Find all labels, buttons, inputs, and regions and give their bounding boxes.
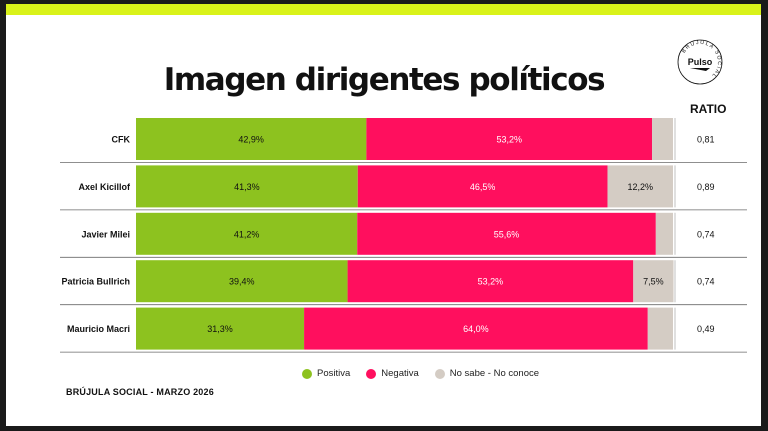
bar-segment-positiva: [136, 260, 348, 303]
chart-legend: Positiva Negativa No sabe - No conoce: [302, 368, 539, 379]
category-label: Mauricio Macri: [67, 324, 130, 334]
bar-segment-nosabe: [633, 260, 674, 303]
bar-segment-positiva: [136, 165, 358, 208]
ratio-value: 0,89: [697, 182, 715, 192]
pulso-logo: BRÚJULA SOCIAL Pulso: [676, 38, 724, 86]
bar-data-label: 55,6%: [494, 229, 520, 239]
category-label: Axel Kicillof: [78, 182, 131, 192]
ratio-value: 0,74: [697, 277, 715, 287]
category-label: Javier Milei: [81, 229, 130, 239]
bar-segment-negativa: [304, 307, 648, 350]
chart-title: Imagen dirigentes políticos: [163, 62, 606, 98]
legend-label-negativa: Negativa: [381, 368, 419, 379]
legend-swatch-nosabe: [434, 368, 445, 379]
category-label: CFK: [112, 135, 131, 145]
bar-data-label: 42,9%: [238, 135, 264, 145]
ratio-value: 0,81: [697, 135, 715, 145]
ratio-column-header: RATIO: [690, 102, 727, 116]
bar-data-label: 39,4%: [229, 277, 255, 287]
bar-data-label: 64,0%: [463, 324, 489, 334]
bar-segment-positiva: [136, 118, 367, 160]
legend-label-positiva: Positiva: [317, 368, 351, 379]
bar-segment-positiva: [136, 307, 305, 350]
bar-data-label: 41,3%: [234, 182, 260, 192]
legend-swatch-positiva: [302, 368, 312, 379]
bar-data-label: 41,2%: [234, 229, 260, 239]
bar-segment-nosabe: [655, 212, 673, 255]
bar-segment-positiva: [136, 212, 358, 255]
category-label: Patricia Bullrich: [61, 277, 130, 287]
legend-item-nosabe: No sabe - No conoce: [434, 368, 540, 379]
bar-segment-negativa: [357, 165, 608, 208]
bar-data-label: 7,5%: [643, 277, 664, 287]
bar-segment-negativa: [366, 118, 653, 160]
bar-segment-nosabe: [647, 307, 673, 350]
bar-segment-negativa: [347, 260, 634, 303]
ratio-value: 0,49: [697, 324, 715, 334]
legend-label-nosabe: No sabe - No conoce: [449, 368, 540, 379]
legend-item-positiva: Positiva: [302, 368, 350, 379]
ratio-value: 0,74: [697, 229, 715, 239]
bar-data-label: 53,2%: [496, 135, 522, 145]
bar-data-label: 46,5%: [470, 182, 496, 192]
bar-segment-negativa: [357, 212, 656, 255]
svg-text:Pulso: Pulso: [688, 57, 713, 67]
footer-source: BRÚJULA SOCIAL - MARZO 2026: [66, 387, 214, 397]
bar-segment-nosabe: [607, 165, 673, 208]
bar-data-label: 12,2%: [627, 182, 653, 192]
legend-item-negativa: Negativa: [366, 368, 419, 379]
bar-segment-nosabe: [652, 118, 673, 160]
legend-swatch-negativa: [366, 368, 377, 379]
accent-top-bar: [6, 4, 761, 15]
bar-data-label: 53,2%: [478, 277, 504, 287]
bar-data-label: 31,3%: [207, 324, 233, 334]
